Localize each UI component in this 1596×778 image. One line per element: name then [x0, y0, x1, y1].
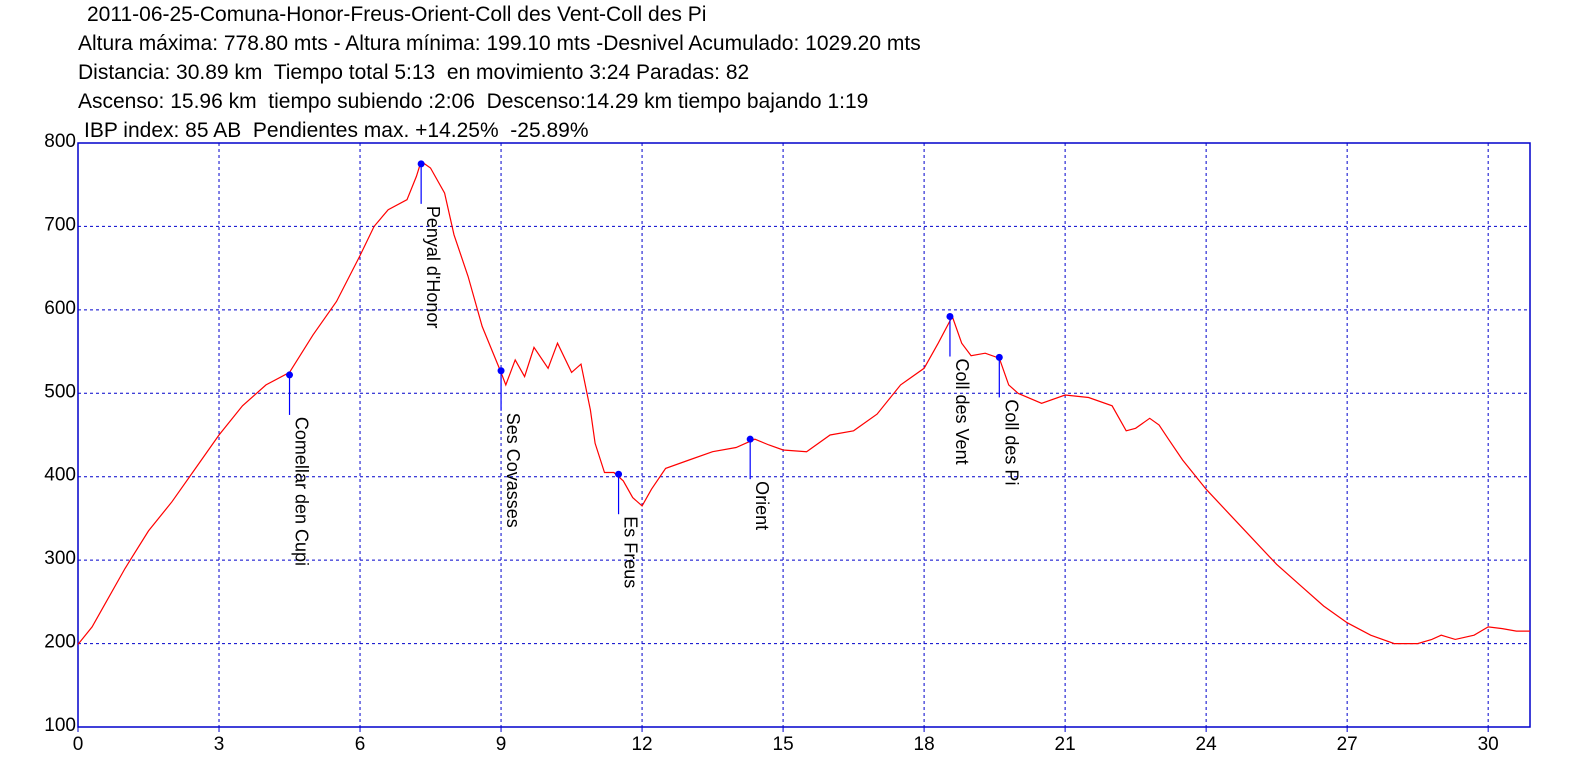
- ascent-descent-stats: Ascenso: 15.96 km tiempo subiendo :2:06 …: [78, 90, 869, 113]
- x-tick-label: 15: [773, 734, 794, 755]
- waypoint-label: Penyal d'Honor: [423, 206, 443, 329]
- waypoint-marker: Coll des Vent: [946, 313, 972, 465]
- y-tick-label: 300: [44, 548, 76, 569]
- elevation-stats: Altura máxima: 778.80 mts - Altura mínim…: [78, 32, 921, 55]
- waypoint-dot: [746, 435, 754, 443]
- waypoint-label: Coll des Vent: [952, 359, 972, 465]
- x-tick-label: 30: [1478, 734, 1499, 755]
- waypoint-marker: Orient: [746, 435, 772, 530]
- waypoint-label: Ses Covasses: [503, 413, 523, 528]
- waypoint-label: Coll des Pi: [1001, 399, 1021, 485]
- x-tick-label: 18: [914, 734, 935, 755]
- ibp-slope-stats: IBP index: 85 AB Pendientes max. +14.25%…: [84, 119, 589, 142]
- waypoint-label: Comellar den Cupi: [292, 417, 312, 566]
- waypoint-dot: [497, 367, 505, 375]
- plot-frame: [77, 142, 1531, 728]
- y-tick-label: 200: [44, 632, 76, 653]
- waypoint-marker: Penyal d'Honor: [417, 160, 443, 329]
- waypoint-dot: [286, 371, 294, 379]
- x-tick-label: 6: [355, 734, 366, 755]
- y-tick-label: 400: [44, 465, 76, 486]
- axis-tick-labels: 0 3 6 9 12 15 18 21 24 27 30 100 200 300 400 500 600 700 8…: [44, 131, 1498, 755]
- x-tick-label: 0: [73, 734, 84, 755]
- chart-header: 2011-06-25-Comuna-Honor-Freus-Orient-Col…: [0, 0, 1596, 145]
- y-tick-label: 600: [44, 298, 76, 319]
- waypoint-label: Orient: [752, 481, 772, 530]
- y-tick-label: 800: [44, 131, 76, 152]
- grid-lines: [77, 143, 1530, 732]
- y-tick-label: 100: [44, 715, 76, 736]
- waypoint-dot: [946, 313, 954, 321]
- x-tick-label: 3: [214, 734, 225, 755]
- x-tick-label: 24: [1196, 734, 1218, 755]
- distance-time-stats: Distancia: 30.89 km Tiempo total 5:13 en…: [78, 61, 750, 84]
- waypoint-annotations: Comellar den Cupi Penyal d'Honor Ses Covas…: [286, 160, 1021, 588]
- waypoint-label: Es Freus: [621, 516, 641, 588]
- x-tick-label: 12: [631, 734, 652, 755]
- waypoint-dot: [417, 160, 425, 168]
- y-tick-label: 700: [44, 214, 76, 235]
- y-tick-label: 500: [44, 381, 76, 402]
- chart-title: 2011-06-25-Comuna-Honor-Freus-Orient-Col…: [87, 3, 707, 26]
- waypoint-dot: [995, 353, 1003, 361]
- waypoint-marker: Es Freus: [615, 470, 641, 588]
- x-tick-label: 9: [496, 734, 507, 755]
- elevation-line: [77, 160, 1530, 645]
- x-tick-label: 21: [1055, 734, 1076, 755]
- waypoint-marker: Comellar den Cupi: [286, 371, 312, 566]
- waypoint-marker: Ses Covasses: [497, 367, 523, 528]
- waypoint-marker: Coll des Pi: [995, 353, 1021, 485]
- x-tick-label: 27: [1337, 734, 1358, 755]
- waypoint-dot: [615, 470, 623, 478]
